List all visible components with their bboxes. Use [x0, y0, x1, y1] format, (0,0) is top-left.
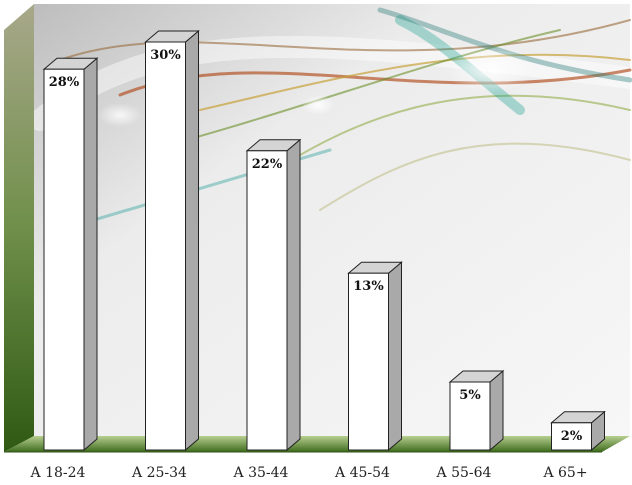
bar-front: [246, 150, 288, 451]
category-label: A 45-54: [334, 465, 390, 481]
bar-front: [449, 381, 491, 451]
bar-side: [185, 29, 199, 452]
bar-side: [83, 57, 98, 452]
data-label: 2%: [561, 429, 583, 444]
bar: [245, 138, 302, 452]
bar-side: [388, 261, 402, 452]
data-label: 30%: [150, 48, 181, 63]
bar-front: [145, 41, 186, 451]
left-wall: [4, 4, 34, 452]
bar: [550, 410, 606, 452]
chart-floor: [4, 436, 630, 452]
bar: [347, 261, 403, 452]
bar-side: [286, 138, 301, 452]
glow-highlight: [302, 95, 334, 115]
bar: [448, 369, 505, 452]
glow-highlight: [98, 103, 142, 127]
category-label: A 65+: [542, 465, 587, 481]
bar: [144, 29, 200, 452]
category-label: A 35-44: [233, 465, 289, 481]
bar-front: [551, 422, 592, 451]
data-label: 22%: [252, 157, 283, 172]
data-label: 5%: [459, 388, 481, 403]
data-label: 13%: [353, 279, 384, 294]
bar-side: [489, 369, 504, 452]
category-label: A 55-64: [436, 465, 492, 481]
bar-front: [43, 68, 85, 451]
glow-highlight: [445, 48, 535, 92]
category-label: A 18-24: [30, 465, 86, 481]
category-label: A 25-34: [131, 465, 187, 481]
data-label: 28%: [49, 75, 80, 90]
bar-front: [348, 272, 389, 451]
bar: [42, 57, 99, 452]
